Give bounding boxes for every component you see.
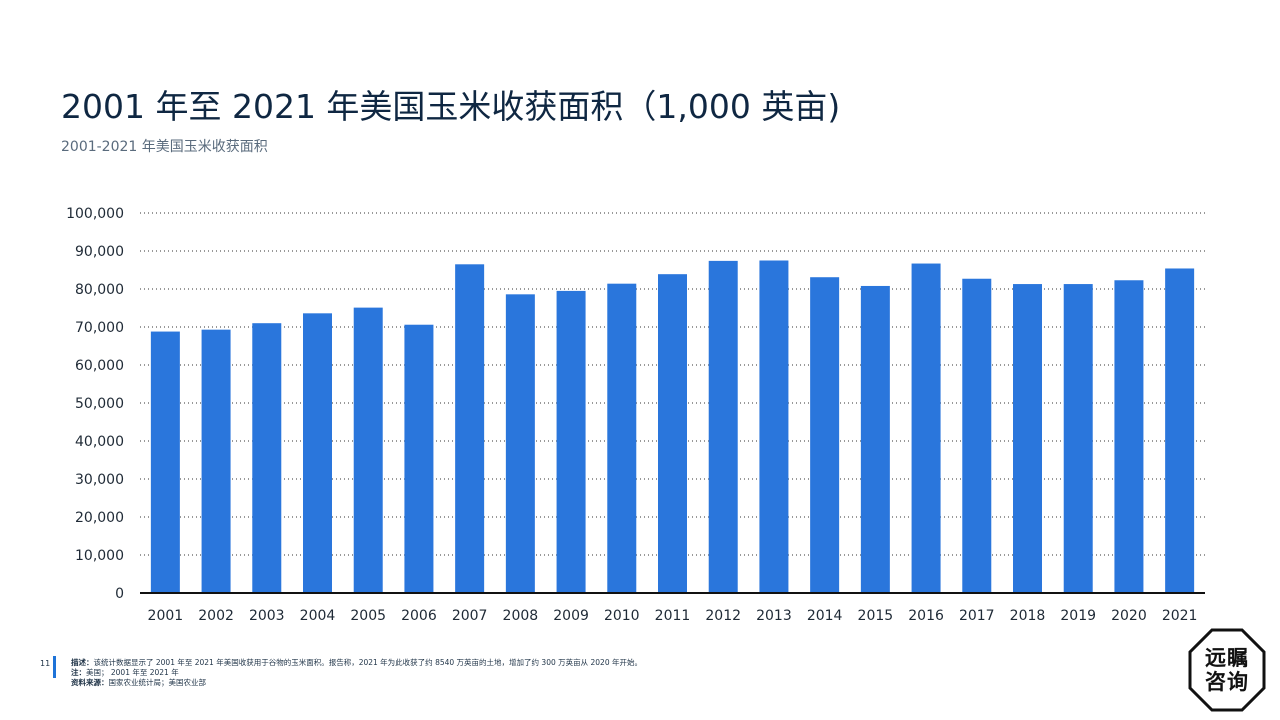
bar-2006	[404, 324, 434, 593]
bar-2004	[303, 313, 332, 593]
x-tick-label: 2017	[959, 608, 995, 624]
page-subtitle: 2001-2021 年美国玉米收获面积	[61, 139, 268, 155]
x-tick-label: 2007	[452, 608, 488, 624]
source-label: 资料来源：	[71, 678, 109, 687]
x-axis-ticks: 2001 2002 2003 2004 2005 2006 2007 2008 2009 2010…	[148, 608, 1198, 624]
x-tick-label: 2019	[1060, 608, 1096, 624]
x-tick-label: 2002	[198, 608, 234, 624]
x-tick-label: 2009	[553, 608, 589, 624]
x-tick-label: 2018	[1010, 608, 1046, 624]
x-tick-label: 2016	[908, 608, 944, 624]
y-tick-label: 100,000	[66, 206, 124, 222]
page-title: 2001 年至 2021 年美国玉米收获面积（1,000 英亩)	[61, 87, 841, 126]
bar-2008	[505, 294, 535, 593]
x-tick-label: 2003	[249, 608, 285, 624]
bar-2016	[911, 263, 941, 593]
bar-2020	[1114, 280, 1144, 593]
bar-2018	[1013, 284, 1042, 593]
description-label: 描述：	[71, 658, 94, 667]
y-axis-ticks: 0 10,000 20,000 30,000 40,000 50,000 60,000 70,…	[66, 206, 124, 602]
x-tick-label: 2008	[503, 608, 539, 624]
bar-2017	[962, 278, 992, 593]
note-text: 美国； 2001 年至 2021 年	[86, 668, 179, 677]
note-line: 注：美国； 2001 年至 2021 年	[71, 668, 642, 678]
y-tick-label: 40,000	[75, 434, 124, 450]
x-tick-label: 2015	[858, 608, 894, 624]
x-tick-label: 2010	[604, 608, 640, 624]
bar-2014	[810, 277, 840, 593]
bar-2011	[658, 274, 687, 593]
bars	[150, 260, 1195, 593]
x-tick-label: 2011	[655, 608, 691, 624]
logo-octagon-icon	[1188, 628, 1266, 712]
bar-2019	[1063, 284, 1093, 593]
x-tick-label: 2006	[401, 608, 437, 624]
bar-2007	[455, 264, 485, 593]
y-tick-label: 90,000	[75, 244, 124, 260]
notes-block: 描述：该统计数据显示了 2001 年至 2021 年美国收获用于谷物的玉米面积。…	[71, 658, 642, 688]
x-tick-label: 2001	[148, 608, 184, 624]
y-tick-label: 20,000	[75, 510, 124, 526]
y-tick-label: 10,000	[75, 548, 124, 564]
x-tick-label: 2005	[350, 608, 386, 624]
logo-text: 远瞩 咨询	[1188, 646, 1266, 694]
y-tick-label: 30,000	[75, 472, 124, 488]
bar-2001	[150, 331, 180, 593]
bar-chart: 0 10,000 20,000 30,000 40,000 50,000 60,000 70,…	[66, 206, 1205, 624]
y-tick-label: 80,000	[75, 282, 124, 298]
bar-2021	[1165, 268, 1195, 593]
bar-2005	[353, 307, 383, 593]
note-label: 注：	[71, 668, 86, 677]
bar-2009	[556, 290, 586, 593]
company-logo: 远瞩 咨询	[1188, 628, 1266, 712]
page-number: 11	[40, 659, 51, 668]
y-tick-label: 50,000	[75, 396, 124, 412]
source-line: 资料来源：国家农业统计局；美国农业部	[71, 678, 642, 688]
footer-accent-bar	[53, 656, 56, 678]
x-tick-label: 2021	[1162, 608, 1198, 624]
description-text: 该统计数据显示了 2001 年至 2021 年美国收获用于谷物的玉米面积。报告称…	[93, 658, 642, 667]
logo-line-1: 远瞩	[1205, 646, 1249, 670]
bar-2015	[860, 285, 890, 593]
x-tick-label: 2012	[705, 608, 741, 624]
x-tick-label: 2013	[756, 608, 792, 624]
y-tick-label: 70,000	[75, 320, 124, 336]
bar-2012	[708, 260, 738, 593]
bar-2010	[607, 283, 637, 593]
bar-2013	[759, 260, 789, 593]
x-tick-label: 2014	[807, 608, 843, 624]
bar-2003	[252, 323, 282, 593]
logo-line-2: 咨询	[1205, 670, 1249, 694]
bar-2002	[201, 329, 231, 593]
description-line: 描述：该统计数据显示了 2001 年至 2021 年美国收获用于谷物的玉米面积。…	[71, 658, 642, 668]
y-tick-label: 60,000	[75, 358, 124, 374]
source-text: 国家农业统计局；美国农业部	[108, 678, 207, 687]
y-tick-label: 0	[115, 586, 124, 602]
x-tick-label: 2004	[300, 608, 336, 624]
x-tick-label: 2020	[1111, 608, 1147, 624]
